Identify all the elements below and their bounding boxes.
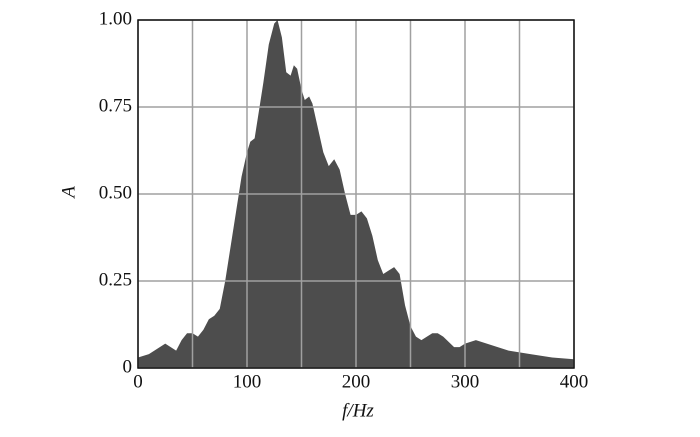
y-tick-label: 0.25 [99,269,132,290]
x-tick-label: 200 [342,371,371,392]
y-tick-label: 1.00 [99,8,132,29]
x-axis-label: f/Hz [342,400,374,421]
x-tick-label: 100 [233,371,262,392]
x-tick-label: 0 [133,371,143,392]
x-tick-label: 300 [451,371,480,392]
x-tick-label: 400 [560,371,589,392]
y-tick-label: 0.75 [99,95,132,116]
y-tick-label: 0 [123,356,133,377]
plot-frame [137,19,575,369]
y-axis-label: A [58,186,79,200]
y-tick-label: 0.50 [99,182,132,203]
